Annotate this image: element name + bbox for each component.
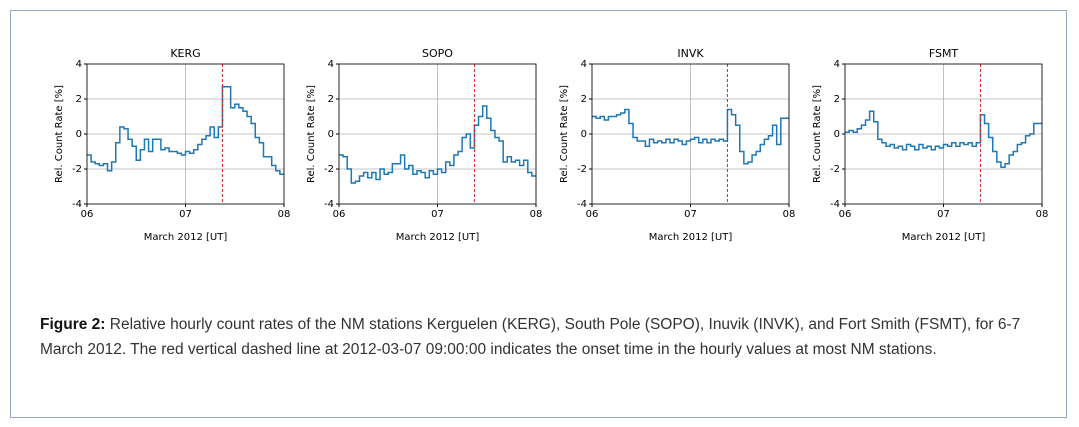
y-tick-label: -2 — [830, 164, 840, 175]
y-tick-label: 4 — [581, 59, 587, 70]
y-tick-label: 0 — [76, 129, 82, 140]
x-tick-label: 08 — [278, 209, 291, 220]
y-tick-label: 0 — [581, 129, 587, 140]
y-tick-label: 0 — [328, 129, 334, 140]
y-tick-label: -2 — [324, 164, 334, 175]
chart-title: SOPO — [422, 47, 453, 60]
step-line — [592, 108, 789, 165]
plot-frame — [844, 63, 1043, 205]
y-tick-label: 2 — [581, 94, 587, 105]
x-tick-label: 07 — [937, 209, 950, 220]
figure-frame — [10, 10, 1067, 418]
y-tick-label: -4 — [830, 199, 840, 210]
x-tick-label: 06 — [333, 209, 346, 220]
y-axis-label: Rel. Count Rate [%] — [306, 85, 317, 183]
y-tick-label: -4 — [577, 199, 587, 210]
y-tick-label: 4 — [76, 59, 82, 70]
x-tick-label: 08 — [1036, 209, 1049, 220]
plot-frame — [86, 63, 285, 205]
caption: Figure 2: Relative hourly count rates of… — [40, 312, 1050, 362]
x-tick-label: 06 — [586, 209, 599, 220]
x-axis-label: March 2012 [UT] — [649, 232, 733, 243]
x-tick-label: 06 — [839, 209, 852, 220]
x-axis-label: March 2012 [UT] — [144, 232, 228, 243]
x-tick-label: 08 — [783, 209, 796, 220]
step-line — [87, 86, 284, 175]
charts: KERG -4 -2 0 2 4 06 07 08 March 2012 [UT] Rel. Cou… — [54, 47, 1049, 243]
x-tick-label: 07 — [684, 209, 697, 220]
chart-title: KERG — [170, 47, 200, 60]
caption-label: Figure 2: — [40, 316, 106, 333]
x-axis-label: March 2012 [UT] — [902, 232, 986, 243]
y-tick-label: -4 — [324, 199, 334, 210]
y-tick-label: -2 — [72, 164, 82, 175]
x-tick-label: 08 — [530, 209, 543, 220]
y-tick-label: 4 — [834, 59, 840, 70]
chart-title: INVK — [677, 47, 704, 60]
caption-text: Relative hourly count rates of the NM st… — [40, 316, 1021, 358]
y-tick-label: 2 — [328, 94, 334, 105]
x-tick-label: 06 — [81, 209, 94, 220]
plot-frame — [591, 63, 790, 205]
y-tick-label: -2 — [577, 164, 587, 175]
y-tick-label: 2 — [834, 94, 840, 105]
chart-title: FSMT — [929, 47, 959, 60]
step-line — [339, 105, 536, 184]
y-tick-label: 2 — [76, 94, 82, 105]
x-tick-label: 07 — [179, 209, 192, 220]
y-tick-label: 0 — [834, 129, 840, 140]
y-tick-label: 4 — [328, 59, 334, 70]
y-axis-label: Rel. Count Rate [%] — [559, 85, 570, 183]
plot-frame — [338, 63, 537, 205]
x-tick-label: 07 — [431, 209, 444, 220]
y-axis-label: Rel. Count Rate [%] — [54, 85, 65, 183]
y-tick-label: -4 — [72, 199, 82, 210]
y-axis-label: Rel. Count Rate [%] — [812, 85, 823, 183]
step-line — [845, 110, 1042, 168]
x-axis-label: March 2012 [UT] — [396, 232, 480, 243]
